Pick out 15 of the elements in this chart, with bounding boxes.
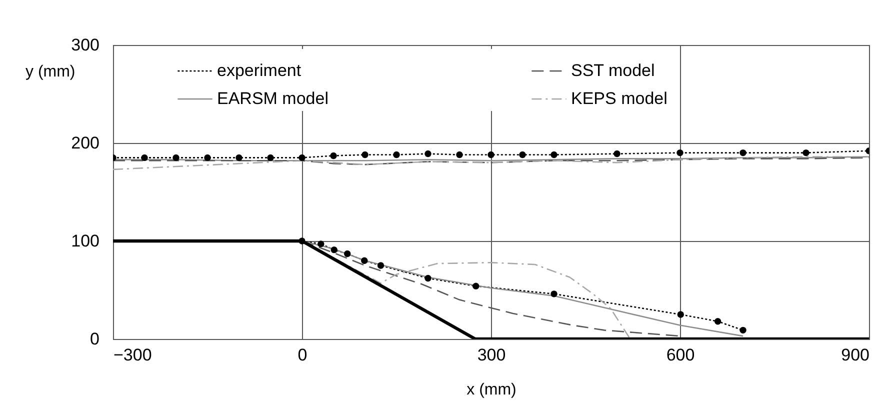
legend-label: SST model bbox=[571, 61, 655, 80]
y-axis-title: y (mm) bbox=[26, 64, 76, 80]
x-axis-title: x (mm) bbox=[466, 382, 516, 398]
y-tick-label: 100 bbox=[71, 232, 100, 250]
x-tick-label: 0 bbox=[298, 346, 308, 364]
y-tick-label: 200 bbox=[71, 134, 100, 152]
legend-label: experiment bbox=[217, 61, 302, 80]
x-tick-label: 600 bbox=[666, 346, 695, 364]
y-tick-label: 300 bbox=[71, 36, 100, 54]
x-tick-label: 300 bbox=[477, 346, 506, 364]
legend-label: EARSM model bbox=[217, 89, 328, 108]
legend-label: KEPS model bbox=[571, 89, 668, 108]
x-tick-label: −300 bbox=[114, 346, 152, 364]
x-tick-label: 900 bbox=[841, 346, 870, 364]
y-tick-label: 0 bbox=[90, 330, 100, 348]
